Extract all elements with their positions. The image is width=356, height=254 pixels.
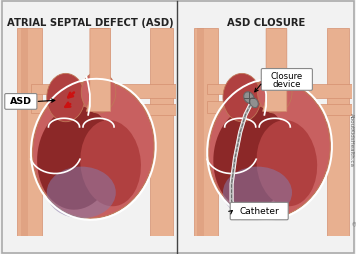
Ellipse shape xyxy=(244,92,254,103)
Polygon shape xyxy=(285,84,352,98)
Ellipse shape xyxy=(47,167,116,218)
Polygon shape xyxy=(21,28,28,236)
Polygon shape xyxy=(326,28,349,236)
Polygon shape xyxy=(31,101,90,113)
Ellipse shape xyxy=(223,167,292,218)
Ellipse shape xyxy=(81,72,116,113)
Polygon shape xyxy=(88,28,109,104)
Text: Closure: Closure xyxy=(271,72,303,81)
Ellipse shape xyxy=(256,120,317,206)
Polygon shape xyxy=(197,28,204,236)
Polygon shape xyxy=(109,84,176,98)
Polygon shape xyxy=(208,84,268,94)
Text: ©: © xyxy=(349,220,354,227)
FancyBboxPatch shape xyxy=(230,202,288,220)
Polygon shape xyxy=(285,104,352,115)
Text: AboutKidsHealth.ca: AboutKidsHealth.ca xyxy=(349,113,354,167)
Polygon shape xyxy=(194,28,218,236)
Polygon shape xyxy=(263,28,287,111)
Ellipse shape xyxy=(80,120,141,206)
Ellipse shape xyxy=(37,106,115,210)
Ellipse shape xyxy=(47,73,85,122)
Polygon shape xyxy=(109,104,176,115)
Ellipse shape xyxy=(250,98,258,108)
Ellipse shape xyxy=(257,72,292,113)
Ellipse shape xyxy=(33,81,154,218)
FancyBboxPatch shape xyxy=(5,93,37,109)
Polygon shape xyxy=(150,28,173,236)
Polygon shape xyxy=(31,84,91,94)
Text: Catheter: Catheter xyxy=(239,207,279,216)
Text: device: device xyxy=(273,80,301,89)
Polygon shape xyxy=(87,28,111,111)
Ellipse shape xyxy=(209,81,330,218)
Ellipse shape xyxy=(223,73,261,122)
Ellipse shape xyxy=(213,106,291,210)
FancyBboxPatch shape xyxy=(261,69,312,90)
Polygon shape xyxy=(208,101,266,113)
Text: ASD: ASD xyxy=(10,97,32,106)
Title: ATRIAL SEPTAL DEFECT (ASD): ATRIAL SEPTAL DEFECT (ASD) xyxy=(6,18,173,28)
Polygon shape xyxy=(17,28,42,236)
Title: ASD CLOSURE: ASD CLOSURE xyxy=(227,18,305,28)
Polygon shape xyxy=(265,28,285,104)
